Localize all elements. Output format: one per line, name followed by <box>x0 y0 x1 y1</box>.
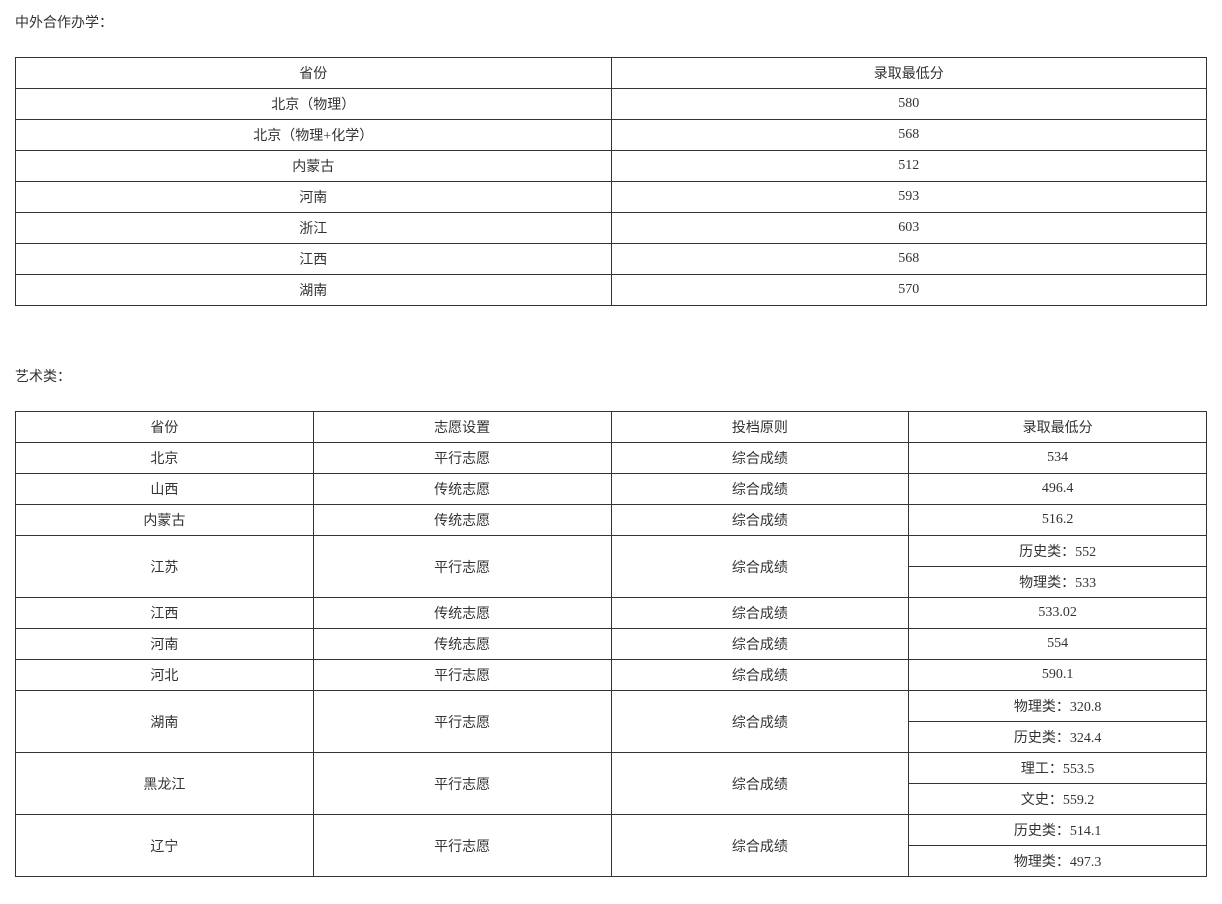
table-row: 江苏平行志愿综合成绩历史类：552 <box>16 536 1207 567</box>
table-cell: 496.4 <box>909 474 1207 505</box>
table-row: 河北平行志愿综合成绩590.1 <box>16 660 1207 691</box>
table-cell: 北京 <box>16 443 314 474</box>
table-cell: 传统志愿 <box>313 598 611 629</box>
table-cell: 北京（物理+化学） <box>16 120 612 151</box>
table-cell: 河南 <box>16 629 314 660</box>
header-province: 省份 <box>16 58 612 89</box>
table-cell: 江西 <box>16 598 314 629</box>
table-cell: 传统志愿 <box>313 505 611 536</box>
table-row: 北京平行志愿综合成绩534 <box>16 443 1207 474</box>
table-cell: 江苏 <box>16 536 314 598</box>
table-row: 河南传统志愿综合成绩554 <box>16 629 1207 660</box>
table-cell: 534 <box>909 443 1207 474</box>
table-cell: 内蒙古 <box>16 505 314 536</box>
table-cell: 590.1 <box>909 660 1207 691</box>
table-cell: 浙江 <box>16 213 612 244</box>
table-cell: 平行志愿 <box>313 536 611 598</box>
section2-title: 艺术类： <box>15 366 1207 386</box>
table-cell: 北京（物理） <box>16 89 612 120</box>
table-row: 北京（物理+化学）568 <box>16 120 1207 151</box>
table-cell: 516.2 <box>909 505 1207 536</box>
table-cell: 文史：559.2 <box>909 784 1207 815</box>
table-cell: 综合成绩 <box>611 815 909 877</box>
table-cell: 平行志愿 <box>313 660 611 691</box>
table-cell: 黑龙江 <box>16 753 314 815</box>
table-cell: 河北 <box>16 660 314 691</box>
table-cell: 平行志愿 <box>313 691 611 753</box>
table-row: 浙江603 <box>16 213 1207 244</box>
table-row: 江西传统志愿综合成绩533.02 <box>16 598 1207 629</box>
table-cell: 辽宁 <box>16 815 314 877</box>
table-cell: 593 <box>611 182 1207 213</box>
table-row: 湖南平行志愿综合成绩物理类：320.8 <box>16 691 1207 722</box>
table-cell: 传统志愿 <box>313 629 611 660</box>
table-cell: 物理类：497.3 <box>909 846 1207 877</box>
table-cell: 533.02 <box>909 598 1207 629</box>
table-header-row: 省份 志愿设置 投档原则 录取最低分 <box>16 412 1207 443</box>
table-row: 内蒙古512 <box>16 151 1207 182</box>
table-cell: 综合成绩 <box>611 536 909 598</box>
table-cell: 山西 <box>16 474 314 505</box>
table-row: 辽宁平行志愿综合成绩历史类：514.1 <box>16 815 1207 846</box>
table-cell: 理工：553.5 <box>909 753 1207 784</box>
header-minscore: 录取最低分 <box>909 412 1207 443</box>
table-cell: 568 <box>611 244 1207 275</box>
header-province: 省份 <box>16 412 314 443</box>
table-cell: 平行志愿 <box>313 443 611 474</box>
table-cell: 综合成绩 <box>611 629 909 660</box>
table-cell: 平行志愿 <box>313 815 611 877</box>
table-cooperative: 省份 录取最低分 北京（物理）580北京（物理+化学）568内蒙古512河南59… <box>15 57 1207 306</box>
table-cell: 综合成绩 <box>611 474 909 505</box>
table-row: 湖南570 <box>16 275 1207 306</box>
header-volunteer: 志愿设置 <box>313 412 611 443</box>
table-cell: 平行志愿 <box>313 753 611 815</box>
table-cell: 江西 <box>16 244 612 275</box>
table-cell: 物理类：533 <box>909 567 1207 598</box>
table-cell: 603 <box>611 213 1207 244</box>
table-row: 江西568 <box>16 244 1207 275</box>
table-row: 河南593 <box>16 182 1207 213</box>
header-minscore: 录取最低分 <box>611 58 1207 89</box>
table-cell: 历史类：552 <box>909 536 1207 567</box>
table-cell: 传统志愿 <box>313 474 611 505</box>
table-cell: 内蒙古 <box>16 151 612 182</box>
table-row: 北京（物理）580 <box>16 89 1207 120</box>
table-cell: 570 <box>611 275 1207 306</box>
table-cell: 568 <box>611 120 1207 151</box>
table-cell: 554 <box>909 629 1207 660</box>
table-cell: 湖南 <box>16 691 314 753</box>
table-cell: 历史类：514.1 <box>909 815 1207 846</box>
table-cell: 物理类：320.8 <box>909 691 1207 722</box>
table-row: 黑龙江平行志愿综合成绩理工：553.5 <box>16 753 1207 784</box>
table-art: 省份 志愿设置 投档原则 录取最低分 北京平行志愿综合成绩534山西传统志愿综合… <box>15 411 1207 877</box>
table-cell: 580 <box>611 89 1207 120</box>
table-cell: 河南 <box>16 182 612 213</box>
table-row: 内蒙古传统志愿综合成绩516.2 <box>16 505 1207 536</box>
table-cell: 综合成绩 <box>611 753 909 815</box>
table-cell: 湖南 <box>16 275 612 306</box>
table-cell: 历史类：324.4 <box>909 722 1207 753</box>
table-cell: 综合成绩 <box>611 598 909 629</box>
table-cell: 综合成绩 <box>611 505 909 536</box>
table-row: 山西传统志愿综合成绩496.4 <box>16 474 1207 505</box>
section1-title: 中外合作办学： <box>15 12 1207 32</box>
table-cell: 综合成绩 <box>611 443 909 474</box>
header-principle: 投档原则 <box>611 412 909 443</box>
table-header-row: 省份 录取最低分 <box>16 58 1207 89</box>
table-cell: 512 <box>611 151 1207 182</box>
table-cell: 综合成绩 <box>611 691 909 753</box>
table-cell: 综合成绩 <box>611 660 909 691</box>
